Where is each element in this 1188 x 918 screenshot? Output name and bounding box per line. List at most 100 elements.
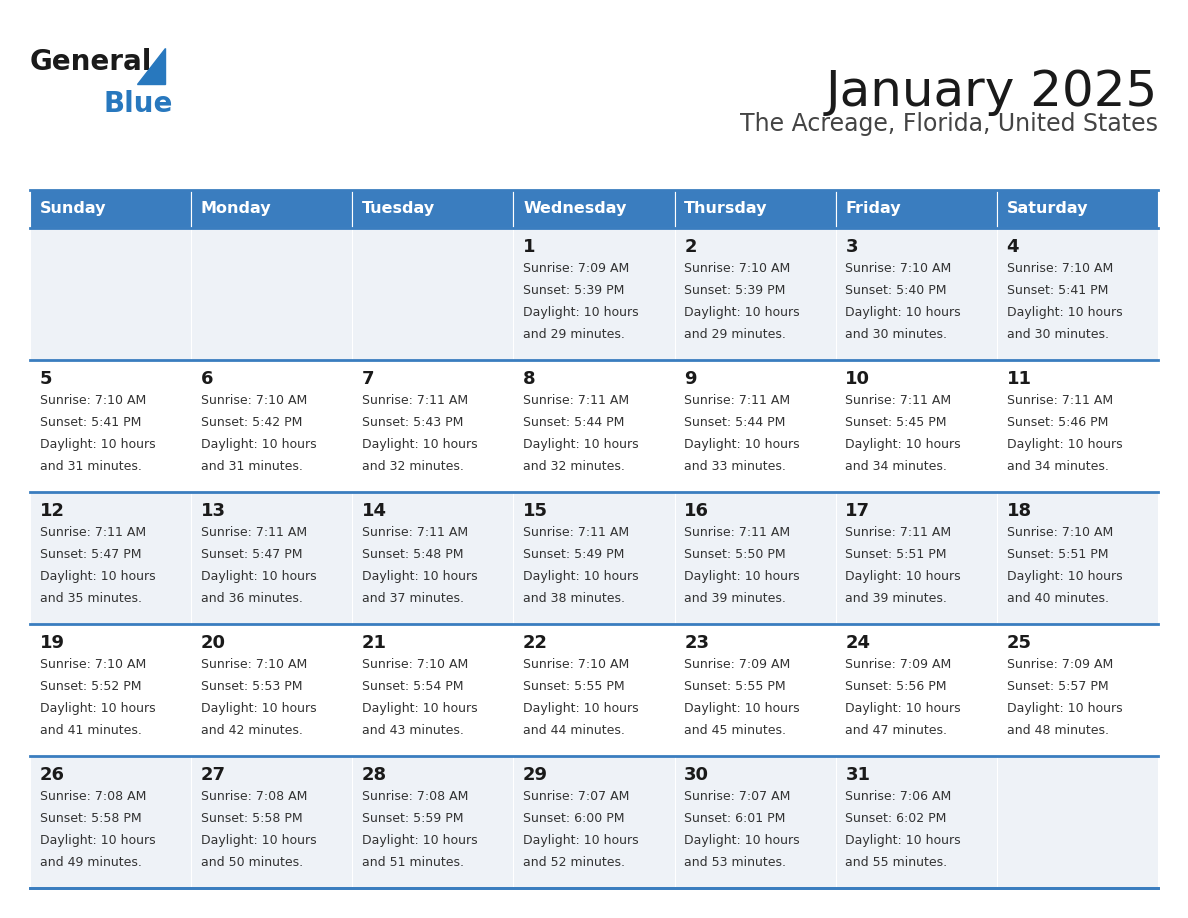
Text: and 48 minutes.: and 48 minutes. bbox=[1006, 724, 1108, 737]
Bar bbox=[835, 624, 997, 756]
Text: Daylight: 10 hours: Daylight: 10 hours bbox=[1006, 306, 1123, 319]
Text: Sunrise: 7:11 AM: Sunrise: 7:11 AM bbox=[523, 394, 630, 407]
Text: 25: 25 bbox=[1006, 634, 1031, 652]
Bar bbox=[30, 624, 191, 756]
Text: Daylight: 10 hours: Daylight: 10 hours bbox=[523, 438, 639, 451]
Text: Daylight: 10 hours: Daylight: 10 hours bbox=[846, 702, 961, 715]
Bar bbox=[675, 756, 835, 888]
Text: Daylight: 10 hours: Daylight: 10 hours bbox=[523, 834, 639, 847]
Text: 23: 23 bbox=[684, 634, 709, 652]
Text: and 35 minutes.: and 35 minutes. bbox=[39, 592, 141, 605]
Bar bbox=[513, 228, 675, 360]
Text: Sunday: Sunday bbox=[39, 201, 106, 217]
Text: Sunset: 5:47 PM: Sunset: 5:47 PM bbox=[39, 548, 141, 561]
Text: Sunrise: 7:11 AM: Sunrise: 7:11 AM bbox=[684, 526, 790, 539]
Text: Daylight: 10 hours: Daylight: 10 hours bbox=[39, 570, 156, 583]
Text: Daylight: 10 hours: Daylight: 10 hours bbox=[1006, 702, 1123, 715]
Bar bbox=[835, 190, 997, 228]
Text: Sunset: 5:46 PM: Sunset: 5:46 PM bbox=[1006, 416, 1108, 429]
Bar bbox=[191, 360, 353, 492]
Text: Sunrise: 7:10 AM: Sunrise: 7:10 AM bbox=[39, 394, 146, 407]
Text: Sunrise: 7:10 AM: Sunrise: 7:10 AM bbox=[201, 394, 307, 407]
Text: Sunrise: 7:10 AM: Sunrise: 7:10 AM bbox=[201, 658, 307, 671]
Text: 5: 5 bbox=[39, 370, 52, 388]
Polygon shape bbox=[137, 48, 165, 84]
Text: Sunset: 5:41 PM: Sunset: 5:41 PM bbox=[39, 416, 141, 429]
Text: Wednesday: Wednesday bbox=[523, 201, 626, 217]
Bar bbox=[353, 360, 513, 492]
Text: Sunset: 6:02 PM: Sunset: 6:02 PM bbox=[846, 812, 947, 825]
Text: Daylight: 10 hours: Daylight: 10 hours bbox=[39, 702, 156, 715]
Text: Sunset: 5:50 PM: Sunset: 5:50 PM bbox=[684, 548, 786, 561]
Text: Sunrise: 7:09 AM: Sunrise: 7:09 AM bbox=[523, 262, 630, 275]
Text: Daylight: 10 hours: Daylight: 10 hours bbox=[39, 834, 156, 847]
Bar bbox=[353, 756, 513, 888]
Bar bbox=[675, 360, 835, 492]
Text: and 55 minutes.: and 55 minutes. bbox=[846, 856, 948, 869]
Bar bbox=[30, 756, 191, 888]
Text: and 43 minutes.: and 43 minutes. bbox=[362, 724, 463, 737]
Text: Daylight: 10 hours: Daylight: 10 hours bbox=[1006, 570, 1123, 583]
Text: 2: 2 bbox=[684, 238, 696, 256]
Text: Sunset: 5:58 PM: Sunset: 5:58 PM bbox=[201, 812, 303, 825]
Text: Daylight: 10 hours: Daylight: 10 hours bbox=[1006, 438, 1123, 451]
Bar bbox=[30, 228, 191, 360]
Bar bbox=[353, 190, 513, 228]
Text: Daylight: 10 hours: Daylight: 10 hours bbox=[684, 570, 800, 583]
Text: Sunrise: 7:11 AM: Sunrise: 7:11 AM bbox=[1006, 394, 1113, 407]
Text: Sunset: 5:44 PM: Sunset: 5:44 PM bbox=[523, 416, 625, 429]
Text: and 45 minutes.: and 45 minutes. bbox=[684, 724, 786, 737]
Text: Daylight: 10 hours: Daylight: 10 hours bbox=[362, 702, 478, 715]
Text: and 30 minutes.: and 30 minutes. bbox=[1006, 328, 1108, 341]
Text: Sunrise: 7:11 AM: Sunrise: 7:11 AM bbox=[684, 394, 790, 407]
Text: 10: 10 bbox=[846, 370, 871, 388]
Text: 15: 15 bbox=[523, 502, 548, 520]
Text: Sunrise: 7:11 AM: Sunrise: 7:11 AM bbox=[523, 526, 630, 539]
Text: Sunrise: 7:10 AM: Sunrise: 7:10 AM bbox=[39, 658, 146, 671]
Text: 16: 16 bbox=[684, 502, 709, 520]
Text: Sunrise: 7:10 AM: Sunrise: 7:10 AM bbox=[362, 658, 468, 671]
Text: and 44 minutes.: and 44 minutes. bbox=[523, 724, 625, 737]
Text: Sunrise: 7:10 AM: Sunrise: 7:10 AM bbox=[1006, 262, 1113, 275]
Text: and 50 minutes.: and 50 minutes. bbox=[201, 856, 303, 869]
Text: Daylight: 10 hours: Daylight: 10 hours bbox=[684, 834, 800, 847]
Text: January 2025: January 2025 bbox=[826, 68, 1158, 116]
Text: Daylight: 10 hours: Daylight: 10 hours bbox=[684, 306, 800, 319]
Text: 30: 30 bbox=[684, 766, 709, 784]
Bar bbox=[513, 624, 675, 756]
Text: and 38 minutes.: and 38 minutes. bbox=[523, 592, 625, 605]
Text: 26: 26 bbox=[39, 766, 64, 784]
Text: 24: 24 bbox=[846, 634, 871, 652]
Text: 14: 14 bbox=[362, 502, 387, 520]
Bar bbox=[997, 228, 1158, 360]
Text: 27: 27 bbox=[201, 766, 226, 784]
Bar bbox=[513, 756, 675, 888]
Text: and 31 minutes.: and 31 minutes. bbox=[39, 460, 141, 473]
Text: 13: 13 bbox=[201, 502, 226, 520]
Text: and 31 minutes.: and 31 minutes. bbox=[201, 460, 303, 473]
Bar bbox=[30, 360, 191, 492]
Text: Daylight: 10 hours: Daylight: 10 hours bbox=[846, 570, 961, 583]
Text: 8: 8 bbox=[523, 370, 536, 388]
Text: Sunset: 5:57 PM: Sunset: 5:57 PM bbox=[1006, 680, 1108, 693]
Text: and 33 minutes.: and 33 minutes. bbox=[684, 460, 786, 473]
Text: Sunset: 5:56 PM: Sunset: 5:56 PM bbox=[846, 680, 947, 693]
Text: and 30 minutes.: and 30 minutes. bbox=[846, 328, 947, 341]
Bar bbox=[30, 492, 191, 624]
Text: Blue: Blue bbox=[103, 90, 172, 118]
Text: Sunset: 5:48 PM: Sunset: 5:48 PM bbox=[362, 548, 463, 561]
Text: Sunrise: 7:07 AM: Sunrise: 7:07 AM bbox=[523, 790, 630, 803]
Text: Sunrise: 7:11 AM: Sunrise: 7:11 AM bbox=[39, 526, 146, 539]
Text: Sunset: 5:39 PM: Sunset: 5:39 PM bbox=[684, 284, 785, 297]
Text: Tuesday: Tuesday bbox=[362, 201, 435, 217]
Text: Sunset: 5:51 PM: Sunset: 5:51 PM bbox=[846, 548, 947, 561]
Bar bbox=[997, 190, 1158, 228]
Text: Sunset: 5:53 PM: Sunset: 5:53 PM bbox=[201, 680, 302, 693]
Text: Sunset: 5:42 PM: Sunset: 5:42 PM bbox=[201, 416, 302, 429]
Text: Sunrise: 7:11 AM: Sunrise: 7:11 AM bbox=[362, 394, 468, 407]
Text: and 53 minutes.: and 53 minutes. bbox=[684, 856, 786, 869]
Bar bbox=[191, 492, 353, 624]
Text: 6: 6 bbox=[201, 370, 214, 388]
Text: Sunset: 6:01 PM: Sunset: 6:01 PM bbox=[684, 812, 785, 825]
Text: Daylight: 10 hours: Daylight: 10 hours bbox=[201, 438, 316, 451]
